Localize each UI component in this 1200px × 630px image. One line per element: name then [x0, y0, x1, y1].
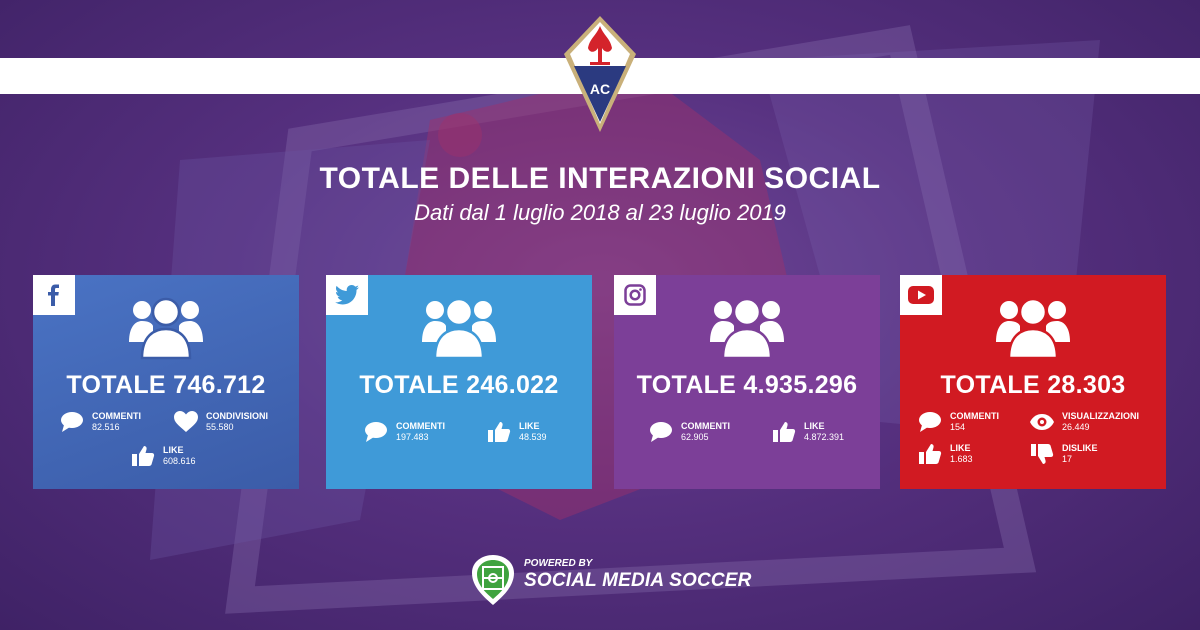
- like-label: LIKE: [804, 421, 825, 431]
- thumbs-up-icon: [488, 422, 511, 442]
- heart-icon: [174, 411, 198, 432]
- commenti-label: COMMENTI: [92, 411, 141, 421]
- commenti-value: 62.905: [681, 432, 709, 442]
- commenti-value: 197.483: [396, 432, 429, 442]
- facebook-icon: [33, 275, 75, 315]
- youtube-commenti-stat: COMMENTI 154: [918, 411, 999, 433]
- comment-icon: [919, 412, 941, 432]
- like-value: 4.872.391: [804, 432, 845, 442]
- thumbs-up-icon: [132, 446, 155, 466]
- soccer-field-icon: [472, 555, 514, 605]
- twitter-like-stat: LIKE 48.539: [487, 421, 547, 443]
- comment-icon: [650, 422, 672, 442]
- thumbs-up-icon: [773, 422, 796, 442]
- instagram-icon: [614, 275, 656, 315]
- youtube-total: TOTALE 28.303: [940, 371, 1126, 399]
- users-icon: [422, 297, 496, 360]
- facebook-card: TOTALE 746.712 COMMENTI 82.516 CONDIVISIO…: [33, 275, 299, 489]
- like-label: LIKE: [163, 445, 184, 455]
- dislike-label: DISLIKE: [1062, 443, 1098, 453]
- comment-icon: [61, 412, 83, 432]
- like-value: 1.683: [950, 454, 973, 464]
- like-label: LIKE: [519, 421, 540, 431]
- dislike-value: 17: [1062, 454, 1073, 464]
- eye-icon: [1030, 414, 1054, 430]
- youtube-like-stat: LIKE 1.683: [918, 443, 973, 465]
- users-icon: [129, 297, 203, 360]
- youtube-card: TOTALE 28.303 COMMENTI 154 VISUALIZZAZION…: [900, 275, 1166, 489]
- facebook-total: TOTALE 746.712: [66, 371, 266, 399]
- svg-text:AC: AC: [590, 81, 610, 97]
- visualizzazioni-label: VISUALIZZAZIONI: [1062, 411, 1139, 421]
- condivisioni-label: CONDIVISIONI: [206, 411, 269, 421]
- facebook-condivisioni-stat: CONDIVISIONI 55.580: [174, 411, 268, 433]
- twitter-icon: [326, 275, 368, 315]
- twitter-card: TOTALE 246.022 COMMENTI 197.483 LIKE 48.53…: [326, 275, 592, 489]
- page-title: TOTALE DELLE INTERAZIONI SOCIAL: [319, 162, 881, 195]
- comment-icon: [365, 422, 387, 442]
- youtube-visualizzazioni-stat: VISUALIZZAZIONI 26.449: [1030, 411, 1139, 433]
- instagram-like-stat: LIKE 4.872.391: [772, 421, 844, 443]
- instagram-card: TOTALE 4.935.296 COMMENTI 62.905 LIKE 4.87…: [614, 275, 880, 489]
- commenti-value: 154: [950, 422, 966, 432]
- powered-by-logo: POWERED BY SOCIAL MEDIA SOCCER: [470, 553, 770, 613]
- twitter-commenti-stat: COMMENTI 197.483: [364, 421, 445, 443]
- like-label: LIKE: [950, 443, 971, 453]
- instagram-commenti-stat: COMMENTI 62.905: [649, 421, 730, 443]
- facebook-commenti-stat: COMMENTI 82.516: [60, 411, 141, 433]
- youtube-icon: [900, 275, 942, 315]
- brand-name: SOCIAL MEDIA SOCCER: [524, 570, 752, 591]
- club-crest-logo: AC: [564, 16, 636, 132]
- twitter-total: TOTALE 246.022: [359, 371, 559, 399]
- visualizzazioni-value: 26.449: [1062, 422, 1090, 432]
- users-icon: [996, 297, 1070, 360]
- commenti-label: COMMENTI: [950, 411, 999, 421]
- thumbs-down-icon: [1031, 444, 1054, 464]
- like-value: 48.539: [519, 432, 547, 442]
- commenti-value: 82.516: [92, 422, 120, 432]
- thumbs-up-icon: [919, 444, 942, 464]
- instagram-total: TOTALE 4.935.296: [636, 371, 858, 399]
- page-subtitle: Dati dal 1 luglio 2018 al 23 luglio 2019: [414, 200, 786, 225]
- users-icon: [710, 297, 784, 360]
- commenti-label: COMMENTI: [396, 421, 445, 431]
- powered-by-text: POWERED BY: [524, 558, 593, 569]
- condivisioni-value: 55.580: [206, 422, 234, 432]
- youtube-dislike-stat: DISLIKE 17: [1030, 443, 1098, 465]
- commenti-label: COMMENTI: [681, 421, 730, 431]
- like-value: 608.616: [163, 456, 196, 466]
- facebook-like-stat: LIKE 608.616: [131, 445, 196, 467]
